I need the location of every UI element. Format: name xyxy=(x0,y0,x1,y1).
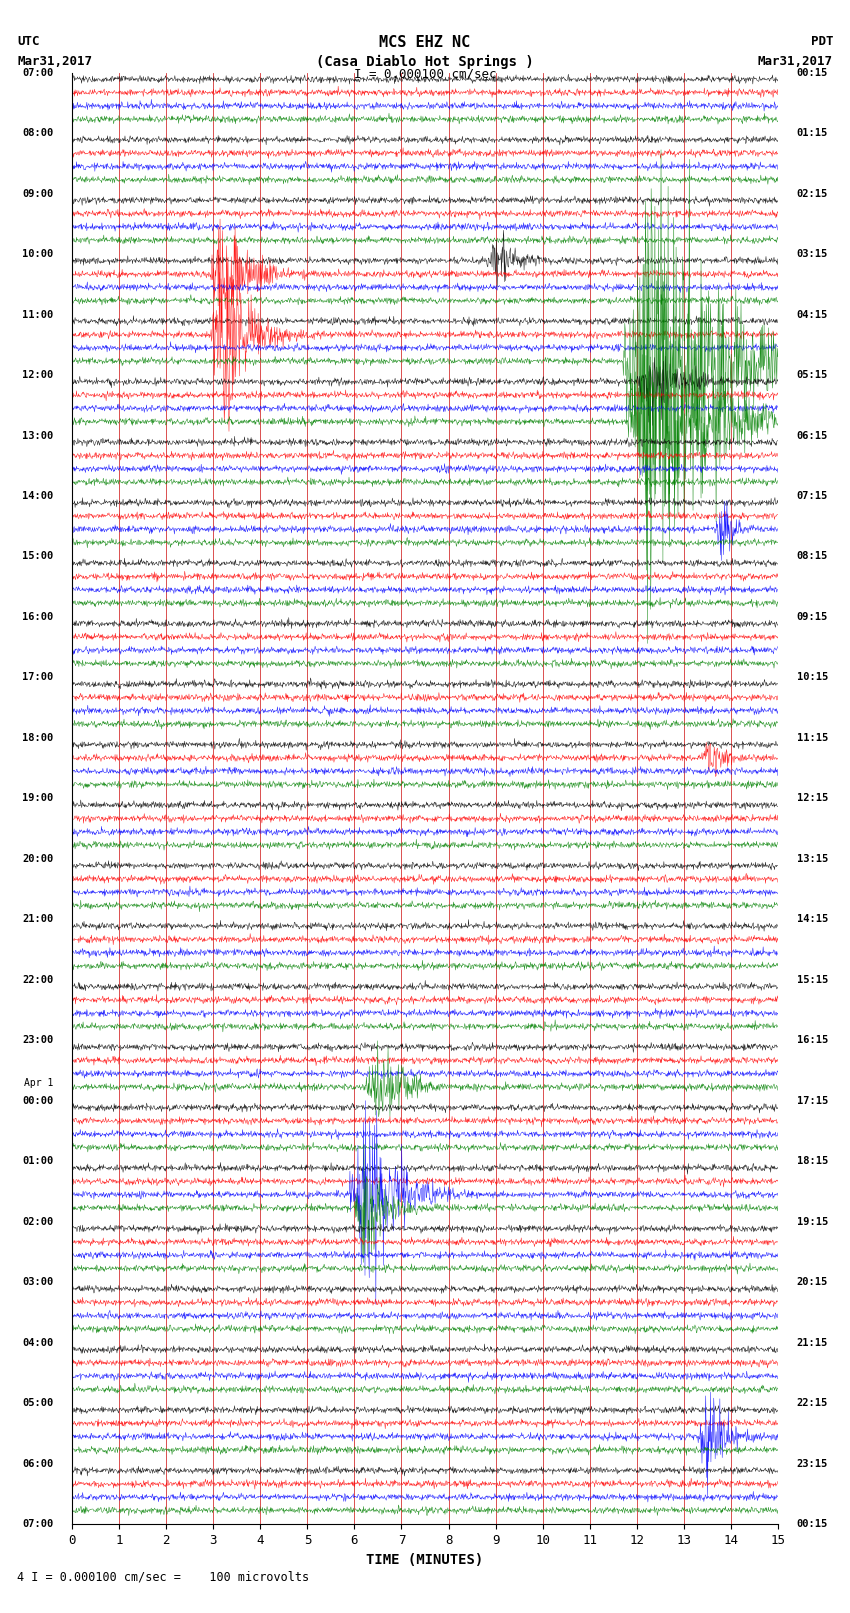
Text: 09:00: 09:00 xyxy=(22,189,54,198)
Text: 23:15: 23:15 xyxy=(796,1458,828,1469)
Text: 16:15: 16:15 xyxy=(796,1036,828,1045)
Text: 15:00: 15:00 xyxy=(22,552,54,561)
Text: 23:00: 23:00 xyxy=(22,1036,54,1045)
Text: 04:15: 04:15 xyxy=(796,310,828,319)
Text: 22:15: 22:15 xyxy=(796,1398,828,1408)
Text: 12:00: 12:00 xyxy=(22,369,54,381)
Text: 02:15: 02:15 xyxy=(796,189,828,198)
Text: 03:15: 03:15 xyxy=(796,248,828,260)
Text: MCS EHZ NC: MCS EHZ NC xyxy=(379,35,471,50)
Text: 11:15: 11:15 xyxy=(796,732,828,744)
Text: 08:15: 08:15 xyxy=(796,552,828,561)
Text: 02:00: 02:00 xyxy=(22,1216,54,1227)
Text: I = 0.000100 cm/sec: I = 0.000100 cm/sec xyxy=(354,68,496,81)
Text: 19:00: 19:00 xyxy=(22,794,54,803)
Text: 18:15: 18:15 xyxy=(796,1157,828,1166)
Text: 03:00: 03:00 xyxy=(22,1277,54,1287)
Text: 08:00: 08:00 xyxy=(22,127,54,139)
Text: 17:00: 17:00 xyxy=(22,673,54,682)
Text: 4 I = 0.000100 cm/sec =    100 microvolts: 4 I = 0.000100 cm/sec = 100 microvolts xyxy=(17,1571,309,1584)
Text: 00:15: 00:15 xyxy=(796,1519,828,1529)
Text: 18:00: 18:00 xyxy=(22,732,54,744)
Text: 05:00: 05:00 xyxy=(22,1398,54,1408)
Text: 00:15: 00:15 xyxy=(796,68,828,77)
Text: 06:00: 06:00 xyxy=(22,1458,54,1469)
Text: 20:15: 20:15 xyxy=(796,1277,828,1287)
Text: 21:15: 21:15 xyxy=(796,1337,828,1348)
Text: 21:00: 21:00 xyxy=(22,915,54,924)
Text: 13:00: 13:00 xyxy=(22,431,54,440)
Text: 10:00: 10:00 xyxy=(22,248,54,260)
Text: 19:15: 19:15 xyxy=(796,1216,828,1227)
Text: 07:00: 07:00 xyxy=(22,68,54,77)
Text: 16:00: 16:00 xyxy=(22,611,54,623)
Text: PDT: PDT xyxy=(811,35,833,48)
Text: Mar31,2017: Mar31,2017 xyxy=(17,55,92,68)
Text: Apr 1: Apr 1 xyxy=(24,1077,54,1087)
X-axis label: TIME (MINUTES): TIME (MINUTES) xyxy=(366,1553,484,1566)
Text: (Casa Diablo Hot Springs ): (Casa Diablo Hot Springs ) xyxy=(316,55,534,69)
Text: 07:15: 07:15 xyxy=(796,490,828,502)
Text: 13:15: 13:15 xyxy=(796,853,828,865)
Text: 11:00: 11:00 xyxy=(22,310,54,319)
Text: 20:00: 20:00 xyxy=(22,853,54,865)
Text: 04:00: 04:00 xyxy=(22,1337,54,1348)
Text: 00:00: 00:00 xyxy=(22,1095,54,1107)
Text: 22:00: 22:00 xyxy=(22,974,54,986)
Text: Mar31,2017: Mar31,2017 xyxy=(758,55,833,68)
Text: 10:15: 10:15 xyxy=(796,673,828,682)
Text: 14:15: 14:15 xyxy=(796,915,828,924)
Text: 15:15: 15:15 xyxy=(796,974,828,986)
Text: 05:15: 05:15 xyxy=(796,369,828,381)
Text: 01:15: 01:15 xyxy=(796,127,828,139)
Text: 12:15: 12:15 xyxy=(796,794,828,803)
Text: 06:15: 06:15 xyxy=(796,431,828,440)
Text: 14:00: 14:00 xyxy=(22,490,54,502)
Text: 01:00: 01:00 xyxy=(22,1157,54,1166)
Text: 07:00: 07:00 xyxy=(22,1519,54,1529)
Text: 09:15: 09:15 xyxy=(796,611,828,623)
Text: 17:15: 17:15 xyxy=(796,1095,828,1107)
Text: UTC: UTC xyxy=(17,35,39,48)
